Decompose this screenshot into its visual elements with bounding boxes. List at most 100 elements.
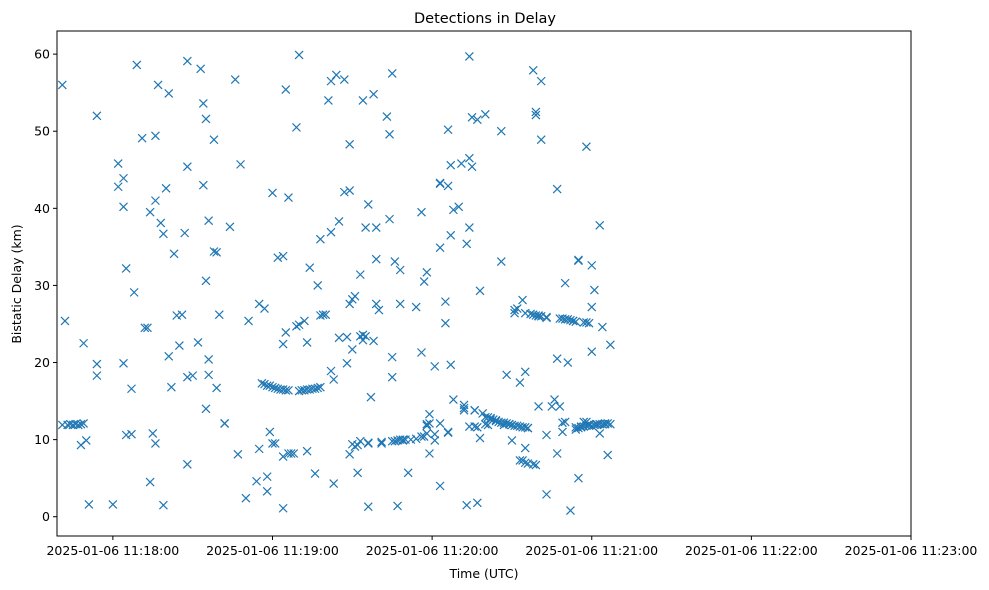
scatter-point — [353, 468, 363, 478]
scatter-point — [361, 331, 371, 341]
scatter-point — [393, 501, 402, 511]
scatter-point — [467, 162, 477, 172]
scatter-point — [289, 449, 299, 458]
scatter-point — [233, 449, 243, 459]
scatter-point — [166, 382, 176, 392]
scatter-point — [536, 76, 546, 86]
scatter-point — [526, 309, 535, 319]
scatter-point — [440, 318, 450, 328]
scatter-point — [262, 472, 272, 482]
scatter-point — [140, 323, 150, 333]
scatter-point — [310, 469, 320, 478]
scatter-point — [558, 427, 567, 437]
scatter-point — [268, 382, 277, 392]
scatter-point — [198, 99, 208, 108]
scatter-point — [145, 207, 155, 217]
scatter-point — [366, 392, 376, 402]
scatter-point — [398, 435, 408, 445]
scatter-point — [268, 439, 277, 448]
scatter-point — [278, 339, 288, 349]
scatter-point — [214, 310, 224, 320]
scatter-point — [552, 449, 562, 458]
scatter-point — [182, 459, 192, 469]
scatter-point — [411, 302, 421, 312]
scatter-point — [425, 409, 434, 419]
x-tick-label: 2025-01-06 11:19:00 — [206, 543, 339, 558]
scatter-point — [270, 383, 280, 393]
scatter-point — [464, 52, 474, 61]
scatter-point — [151, 196, 160, 206]
scatter-point — [201, 276, 211, 286]
scatter-point — [294, 50, 304, 60]
scatter-point — [145, 477, 155, 487]
scatter-point — [113, 159, 123, 169]
scatter-point — [587, 347, 597, 357]
scatter-point — [326, 366, 336, 376]
scatter-point — [151, 439, 160, 448]
scatter-point — [281, 328, 291, 337]
scatter-point — [284, 385, 293, 395]
scatter-point — [73, 420, 83, 430]
y-tick-label: 20 — [34, 355, 50, 370]
scatter-point — [326, 227, 336, 237]
scatter-point — [92, 359, 102, 369]
scatter-point — [443, 125, 453, 135]
scatter-point — [129, 287, 139, 297]
scatter-point — [385, 214, 394, 224]
y-axis-label: Bistatic Delay (km) — [9, 224, 24, 343]
scatter-point — [518, 295, 528, 305]
scatter-point — [318, 310, 328, 320]
scatter-point — [302, 338, 312, 347]
scatter-point — [542, 489, 551, 499]
scatter-point — [148, 429, 158, 438]
scatter-point — [204, 370, 214, 380]
scatter-point — [395, 299, 405, 309]
scatter-point — [563, 314, 573, 324]
scatter-point — [113, 182, 123, 192]
scatter-point — [387, 372, 397, 382]
x-tick-label: 2025-01-06 11:22:00 — [685, 543, 818, 558]
scatter-point — [446, 360, 456, 370]
scatter-point — [209, 247, 219, 256]
scatter-point — [209, 135, 219, 145]
scatter-point — [278, 452, 288, 462]
scatter-point — [422, 429, 432, 438]
scatter-point — [430, 435, 440, 445]
scatter-point — [571, 317, 581, 327]
scatter-point — [377, 439, 386, 448]
scatter-point — [422, 419, 432, 429]
scatter-point — [371, 223, 381, 233]
scatter-point — [510, 308, 520, 318]
y-axis-ticks: 0 10 20 30 40 50 60 — [34, 47, 57, 524]
scatter-point — [443, 181, 453, 191]
scatter-point — [377, 437, 386, 447]
scatter-point — [127, 384, 136, 394]
scatter-point — [574, 473, 583, 483]
scatter-point — [390, 257, 400, 266]
scatter-point — [435, 481, 445, 491]
scatter-point — [358, 335, 368, 345]
scatter-point — [164, 351, 174, 361]
scatter-point — [329, 479, 339, 488]
scatter-point — [305, 263, 315, 273]
scatter-point — [345, 186, 355, 196]
scatter-point — [273, 253, 283, 263]
scatter-point — [605, 419, 615, 429]
scatter-point — [369, 336, 379, 346]
x-axis-ticks: 2025-01-06 11:18:00 2025-01-06 11:19:00 20… — [46, 536, 977, 558]
scatter-point — [390, 436, 400, 446]
scatter-point — [121, 264, 131, 273]
scatter-point — [589, 285, 599, 295]
scatter-point — [265, 381, 275, 391]
y-tick-label: 0 — [42, 509, 50, 524]
x-tick-label: 2025-01-06 11:18:00 — [46, 543, 179, 558]
scatter-point — [515, 456, 525, 465]
scatter-point — [443, 427, 453, 437]
scatter-point — [502, 419, 512, 428]
scatter-point — [204, 216, 214, 226]
scatter-point — [361, 223, 371, 233]
scatter-point — [448, 395, 458, 404]
scatter-point — [339, 75, 349, 84]
scatter-point — [347, 344, 357, 354]
